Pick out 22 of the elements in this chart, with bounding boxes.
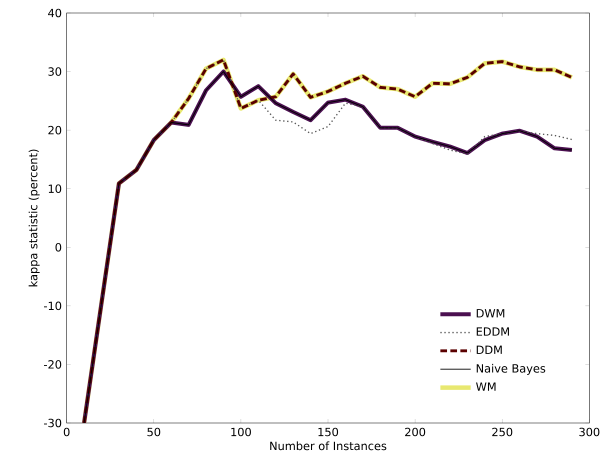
y-tick-label: -10 (44, 302, 62, 310)
y-tick-label: -20 (44, 360, 62, 369)
legend-label: DWM (476, 309, 504, 318)
y-tick-label: 30 (48, 67, 62, 76)
x-tick-label: 200 (405, 428, 426, 436)
legend-label: WM (476, 382, 496, 391)
y-tick-label: 10 (48, 184, 62, 193)
x-tick-label: 50 (147, 428, 160, 436)
y-tick-label: -30 (44, 418, 62, 428)
y-tick-label: 0 (56, 242, 62, 252)
y-axis-title: kappa statistic (percent) (28, 150, 40, 286)
x-tick-label: 250 (492, 428, 512, 436)
y-tick-label: 20 (48, 126, 62, 134)
x-tick-label: 0 (64, 428, 70, 436)
x-tick-label: 150 (318, 428, 338, 436)
x-tick-label: 300 (579, 428, 600, 436)
legend-label: Naive Bayes (476, 364, 546, 375)
x-tick-label: 100 (231, 428, 251, 436)
y-tick-label: 40 (48, 8, 62, 18)
x-axis-title: Number of Instances (270, 441, 386, 450)
legend-label: EDDM (476, 327, 509, 336)
legend-label: DDM (476, 346, 502, 354)
